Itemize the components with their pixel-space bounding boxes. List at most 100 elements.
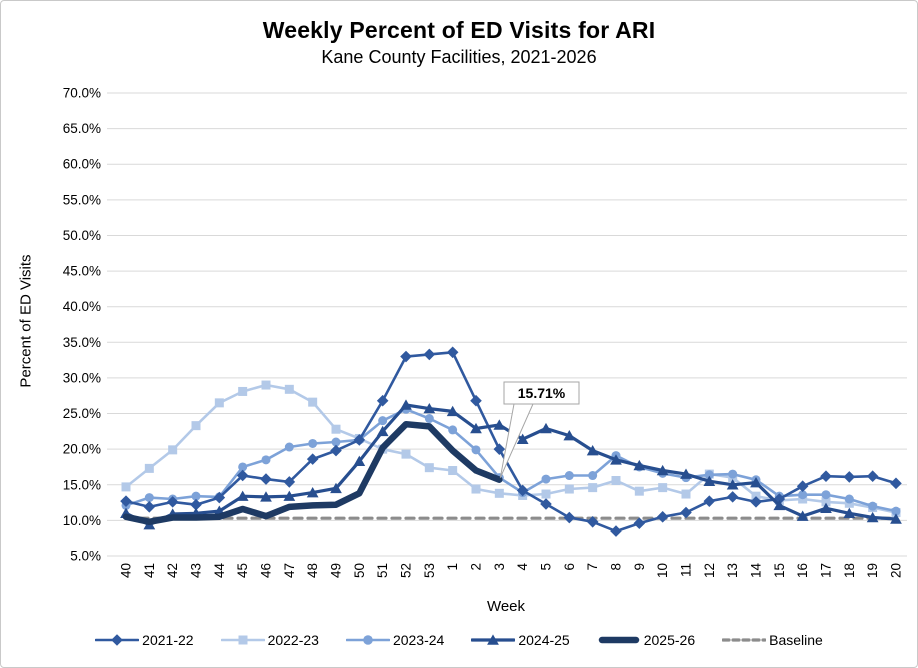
x-tick-label: 13 [725,563,740,578]
y-tick-label: 20.0% [63,442,101,457]
data-point-2021-22 [120,495,132,507]
x-tick-label: 10 [655,563,670,578]
data-point-2024-25 [423,402,436,414]
data-point-2021-22 [260,473,272,485]
data-point-2023-24 [728,469,738,479]
data-point-2022-23 [564,484,574,494]
data-point-2021-22 [423,348,436,361]
data-point-2022-23 [238,386,248,396]
y-tick-label: 50.0% [63,228,101,243]
data-point-2024-25 [726,479,739,490]
legend-item-2024-25: 2024-25 [471,632,570,648]
data-point-2023-24 [284,442,294,452]
x-tick-label: 8 [608,563,623,571]
x-tick-label: 52 [398,563,413,578]
series-line-2023-24 [124,407,898,513]
x-tick-label: 15 [772,563,787,578]
data-point-2021-22 [586,516,599,528]
data-point-2021-22 [353,434,366,446]
data-point-2023-24 [238,462,248,472]
data-point-2024-25 [493,419,506,430]
chart-legend: 2021-22 2022-23 2023-24 2024-25 2025-26 Basel… [1,632,917,648]
data-point-2024-25 [446,405,459,417]
data-point-2021-22 [680,506,692,519]
legend-circle-marker-sample [345,635,390,645]
data-point-2022-23 [471,484,481,494]
legend-label: 2021-22 [142,632,194,648]
data-point-2022-23 [424,463,434,473]
data-point-2024-25 [890,513,902,524]
data-point-2021-22 [726,491,739,503]
legend-line-sample [598,636,639,644]
data-point-2024-25 [400,399,412,410]
x-tick-label: 4 [515,563,530,571]
data-point-2024-25 [540,422,552,434]
data-point-2024-25 [283,490,296,501]
x-tick-label: 47 [282,563,297,578]
x-tick-label: 3 [492,563,507,571]
chart-title: Weekly Percent of ED Visits for ARI [262,17,656,43]
data-point-2022-23 [401,449,411,459]
data-point-2023-24 [378,416,388,426]
legend-label: 2025-26 [643,632,696,648]
data-point-2024-25 [376,425,389,437]
x-tick-label: 5 [538,563,553,571]
annotation-label: 15.71% [518,385,566,401]
data-point-2022-23 [541,489,551,499]
x-tick-label: 41 [142,563,157,578]
legend-label: 2024-25 [518,632,570,648]
data-point-2023-24 [704,470,714,480]
data-point-2024-25 [680,468,692,479]
x-tick-label: 7 [585,563,600,571]
data-point-2024-25 [796,510,809,521]
data-point-2022-23 [588,483,598,493]
data-point-2021-22 [563,511,576,524]
x-tick-label: 11 [678,563,693,577]
data-point-2023-24 [448,425,458,435]
data-point-2023-24 [471,445,481,455]
data-point-2024-25 [330,482,342,494]
legend-label: 2022-23 [267,632,319,648]
data-point-2022-23 [308,397,318,407]
x-tick-label: 53 [422,563,437,578]
data-point-2024-25 [610,454,622,465]
data-point-2021-22 [446,346,459,359]
legend-line-sample [722,638,767,642]
data-point-2022-23 [191,421,201,431]
data-point-2021-22 [306,453,319,465]
data-point-2021-22 [330,444,342,457]
data-point-2021-22 [750,496,762,508]
data-point-2021-22 [656,511,669,523]
data-point-2023-24 [588,471,598,481]
data-point-2021-22 [890,477,902,490]
data-point-2022-23 [331,424,341,434]
legend-label: 2023-24 [392,632,445,648]
data-point-2022-23 [494,488,504,498]
data-point-2022-23 [681,489,691,499]
data-point-2021-22 [213,491,226,504]
chart-subtitle: Kane County Facilities, 2021-2026 [321,47,597,67]
data-point-2023-24 [424,414,434,424]
data-point-2024-25 [353,455,366,467]
y-tick-label: 30.0% [63,370,101,385]
legend-triangle-marker-sample [471,634,516,645]
annotation-callout-line [499,403,534,478]
data-point-2024-25 [260,491,272,502]
x-tick-label: 18 [842,563,857,578]
x-tick-label: 12 [702,563,717,578]
series-line-2025-26 [122,420,503,526]
data-point-2022-23 [634,486,644,496]
x-tick-label: 43 [188,563,203,578]
data-point-2024-25 [843,507,856,519]
data-point-2021-22 [843,471,856,483]
x-tick-label: 9 [632,563,647,571]
x-tick-label: 20 [888,563,903,578]
data-point-2023-24 [191,491,201,501]
data-point-2023-24 [868,501,878,511]
series-line-2022-23 [124,383,898,514]
data-point-2021-22 [470,394,482,407]
legend-item-2023-24: 2023-24 [345,632,445,648]
data-point-2022-23 [611,475,621,485]
data-point-2023-24 [144,493,154,503]
